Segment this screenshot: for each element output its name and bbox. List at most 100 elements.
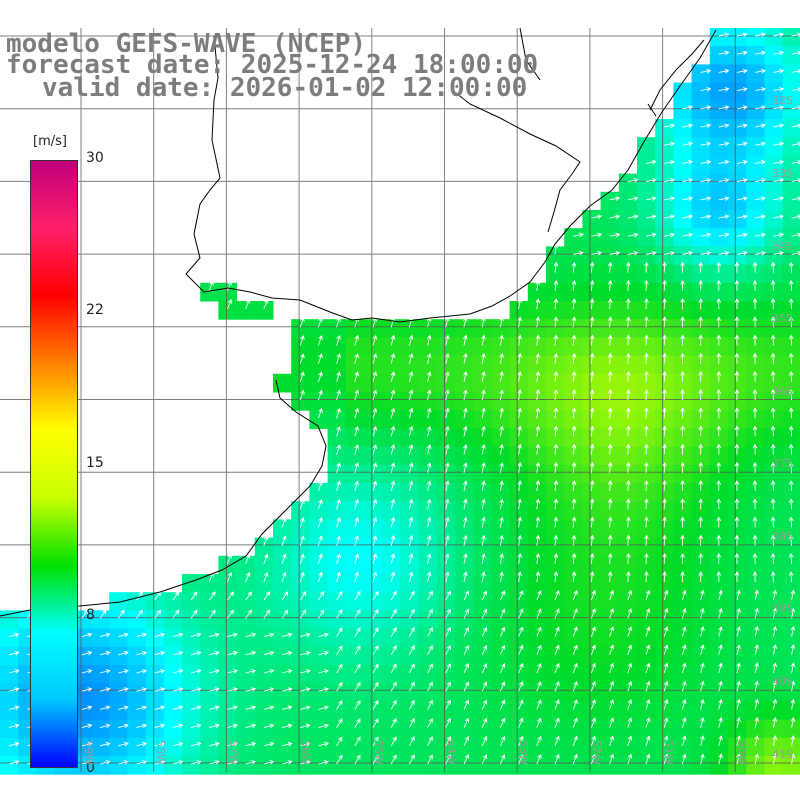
wind-arrow: [499, 443, 504, 455]
wind-arrow: [718, 589, 723, 601]
wind-arrow: [535, 480, 541, 492]
wind-arrow: [554, 662, 560, 674]
wind-arrow: [627, 589, 633, 601]
wind-arrow: [536, 735, 542, 746]
speed-cell: [163, 646, 183, 666]
wind-arrow: [154, 609, 162, 619]
wind-arrow: [8, 760, 20, 765]
speed-cell: [436, 464, 456, 484]
wind-arrow: [626, 370, 631, 382]
wind-arrow: [372, 480, 378, 492]
speed-cell: [655, 373, 674, 393]
speed-cell: [527, 373, 547, 393]
speed-cell: [709, 519, 729, 539]
wind-arrow: [627, 735, 633, 746]
speed-cell: [764, 191, 784, 211]
wind-arrow: [208, 609, 216, 619]
speed-cell: [327, 555, 347, 575]
speed-cell: [527, 665, 547, 684]
wind-arrow: [716, 389, 722, 400]
speed-cell: [91, 719, 110, 739]
coastlines: [0, 27, 717, 617]
wind-arrow: [752, 261, 758, 273]
wind-arrow: [553, 516, 559, 528]
wind-arrow: [716, 334, 722, 346]
wind-arrow: [718, 178, 730, 183]
wind-arrow: [788, 352, 794, 364]
speed-cell: [0, 646, 19, 666]
wind-arrow: [770, 279, 776, 291]
speed-cell: [273, 610, 292, 630]
speed-cell: [418, 592, 438, 611]
wind-arrow: [481, 516, 486, 528]
speed-cell: [546, 519, 565, 539]
speed-cell: [782, 555, 800, 575]
speed-cell: [728, 301, 747, 320]
speed-cell: [655, 173, 674, 193]
wind-arrow: [336, 480, 341, 492]
speed-cell: [109, 628, 128, 648]
wind-arrow: [354, 608, 361, 619]
coast-argentina: [0, 379, 327, 617]
speed-cell: [436, 701, 456, 721]
speed-cell: [473, 610, 492, 630]
wind-arrow: [318, 632, 330, 638]
wind-arrow: [609, 662, 615, 674]
speed-cell: [364, 410, 383, 429]
wind-arrow: [554, 608, 560, 619]
wind-arrow: [700, 123, 712, 129]
wind-arrow: [609, 214, 621, 220]
speed-cell: [236, 665, 256, 684]
wind-arrow: [627, 753, 633, 765]
wind-arrow: [571, 425, 577, 437]
speed-cell: [691, 537, 711, 557]
speed-cell: [546, 282, 565, 302]
speed-cell: [364, 464, 383, 484]
wind-arrow: [190, 723, 202, 729]
speed-cell: [236, 555, 256, 575]
speed-cell: [436, 355, 456, 375]
wind-arrow: [136, 760, 148, 765]
speed-cell: [400, 501, 420, 520]
wind-arrow: [209, 723, 220, 729]
speed-cell: [764, 628, 784, 648]
speed-cell: [600, 464, 620, 484]
speed-cell: [600, 628, 620, 648]
speed-cell: [546, 610, 565, 630]
wind-arrow: [354, 590, 361, 601]
speed-cell: [364, 665, 383, 684]
colorbar-tick-15: 15: [86, 455, 104, 471]
speed-cell: [600, 646, 620, 666]
speed-cell: [436, 373, 456, 393]
speed-cell: [709, 428, 729, 448]
wind-arrow: [571, 370, 577, 382]
wind-arrow: [553, 316, 559, 328]
speed-cell: [309, 537, 329, 557]
wind-arrow: [245, 553, 251, 564]
wind-arrow: [444, 443, 450, 455]
wind-arrow: [444, 462, 450, 473]
wind-arrow: [427, 663, 433, 674]
speed-cell: [600, 537, 620, 557]
speed-cell: [655, 701, 674, 721]
speed-cell: [327, 355, 347, 375]
wind-arrow: [390, 352, 396, 364]
speed-cell: [418, 410, 438, 429]
speed-cell: [764, 428, 784, 448]
speed-cell: [182, 719, 201, 739]
speed-cell: [673, 337, 693, 357]
lat-label-37s: 37S: [772, 457, 793, 470]
wind-arrow: [681, 589, 687, 601]
wind-arrow: [517, 516, 522, 528]
speed-cell: [309, 610, 329, 630]
wind-arrow: [698, 516, 704, 528]
wind-arrow: [627, 699, 633, 710]
speed-cell: [637, 210, 656, 229]
wind-arrow: [573, 250, 584, 256]
lat-label-32s: 32S: [772, 94, 793, 107]
speed-cell: [782, 337, 800, 357]
wind-arrow: [372, 700, 379, 710]
wind-arrow: [553, 498, 559, 510]
speed-cell: [418, 392, 438, 411]
speed-cell: [509, 373, 529, 393]
